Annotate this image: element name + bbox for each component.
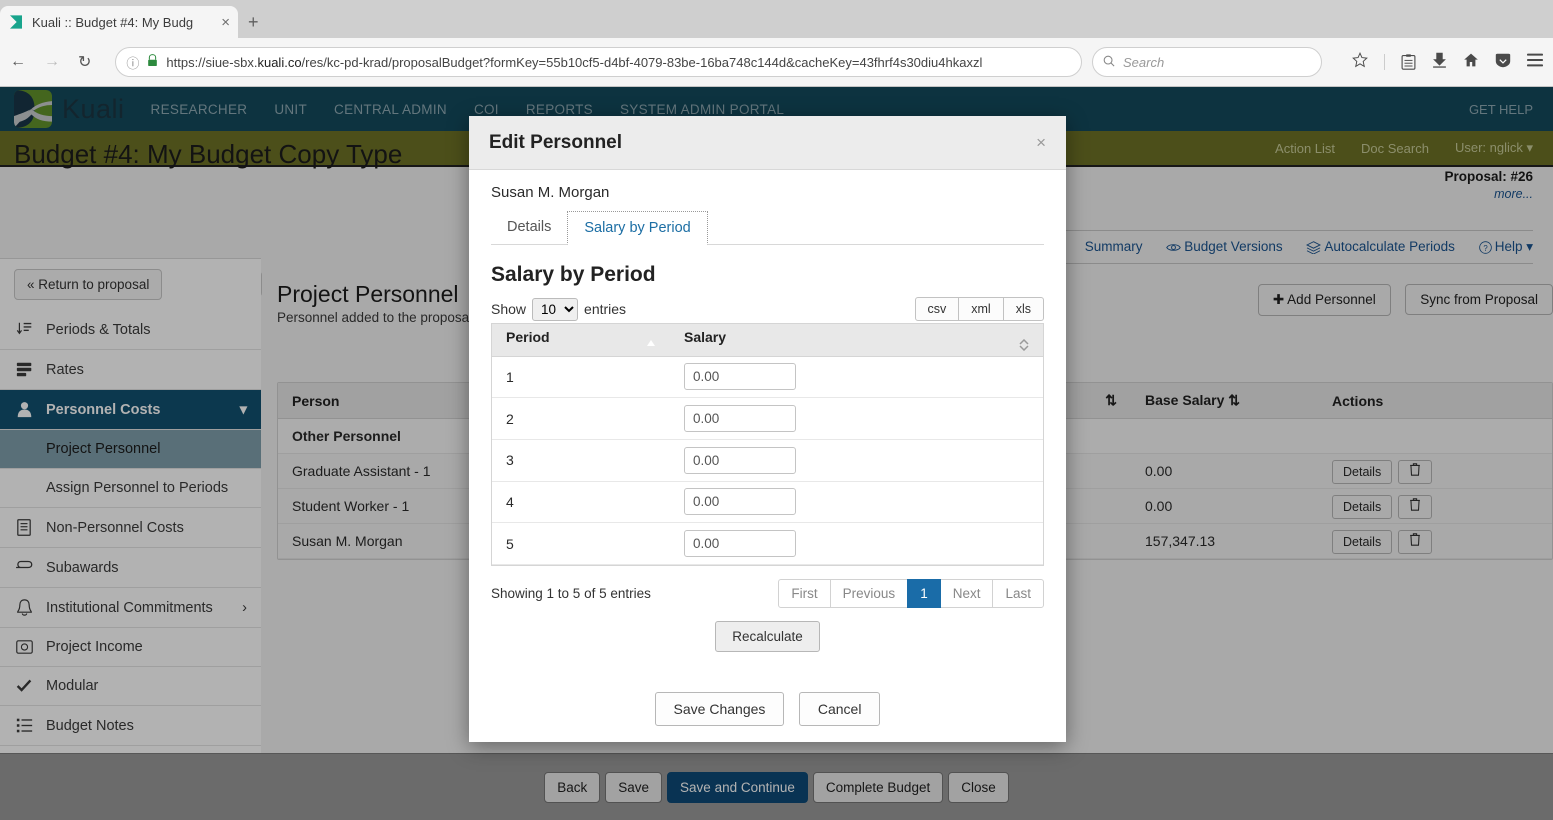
svg-text:?: ? [1483, 244, 1488, 253]
